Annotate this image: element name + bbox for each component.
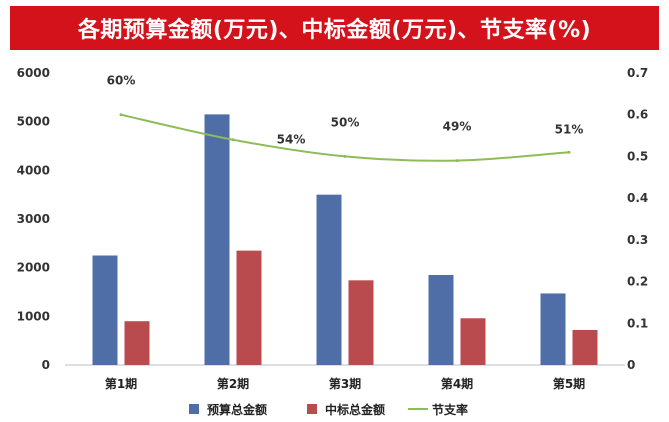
- legend-label: 节支率: [432, 402, 468, 417]
- legend-swatch: [189, 404, 199, 414]
- y2-tick-label: 0.5: [627, 149, 648, 163]
- budget-bar: [428, 274, 454, 365]
- bar-series: [92, 114, 598, 365]
- y2-tick-label: 0.6: [627, 108, 648, 122]
- rate-line-series: 60% 54% 50% 49% 51%: [107, 74, 584, 163]
- rate-point: [567, 150, 571, 154]
- right-axis-ticks: 0 0.1 0.2 0.3 0.4 0.5 0.6 0.7: [627, 66, 648, 372]
- award-bar: [236, 250, 262, 365]
- y2-tick-label: 0.3: [627, 233, 648, 247]
- left-axis-ticks: 0 1000 2000 3000 4000 5000 6000: [17, 66, 50, 372]
- rate-data-label: 54%: [277, 133, 306, 147]
- rate-data-label: 50%: [331, 115, 360, 129]
- rate-data-label: 51%: [555, 122, 584, 136]
- y2-tick-label: 0.2: [627, 275, 648, 289]
- y-tick-label: 4000: [17, 163, 50, 177]
- chart-title: 各期预算金额(万元)、中标金额(万元)、节支率(%): [10, 6, 659, 50]
- rate-point: [455, 159, 459, 163]
- y-tick-label: 0: [42, 358, 50, 372]
- legend-label: 中标总金额: [325, 402, 385, 417]
- x-tick-label: 第2期: [217, 376, 249, 391]
- category-labels: 第1期 第2期 第3期 第4期 第5期: [105, 376, 585, 391]
- y-tick-label: 3000: [17, 212, 50, 226]
- legend-label: 预算总金额: [207, 402, 267, 417]
- x-tick-label: 第4期: [441, 376, 473, 391]
- y-tick-label: 5000: [17, 115, 50, 129]
- legend: 预算总金额 中标总金额 节支率: [189, 402, 468, 417]
- y-tick-label: 6000: [17, 66, 50, 80]
- budget-bar: [316, 194, 342, 365]
- y2-tick-label: 0.4: [627, 191, 648, 205]
- budget-bar: [92, 255, 118, 365]
- budget-bar: [204, 114, 230, 365]
- y2-tick-label: 0: [627, 358, 635, 372]
- award-bar: [572, 329, 598, 365]
- rate-point: [119, 113, 123, 117]
- rate-point: [231, 138, 235, 142]
- y-tick-label: 2000: [17, 261, 50, 275]
- legend-swatch: [307, 404, 317, 414]
- x-tick-label: 第1期: [105, 376, 137, 391]
- award-bar: [460, 318, 486, 365]
- budget-bar: [540, 293, 566, 365]
- y2-tick-label: 0.1: [627, 316, 648, 330]
- award-bar: [348, 280, 374, 365]
- rate-data-label: 60%: [107, 74, 136, 88]
- x-tick-label: 第5期: [553, 376, 585, 391]
- rate-data-label: 49%: [443, 120, 472, 134]
- x-tick-label: 第3期: [329, 376, 361, 391]
- y-tick-label: 1000: [17, 309, 50, 323]
- rate-point: [343, 154, 347, 158]
- y2-tick-label: 0.7: [627, 66, 648, 80]
- award-bar: [124, 321, 150, 365]
